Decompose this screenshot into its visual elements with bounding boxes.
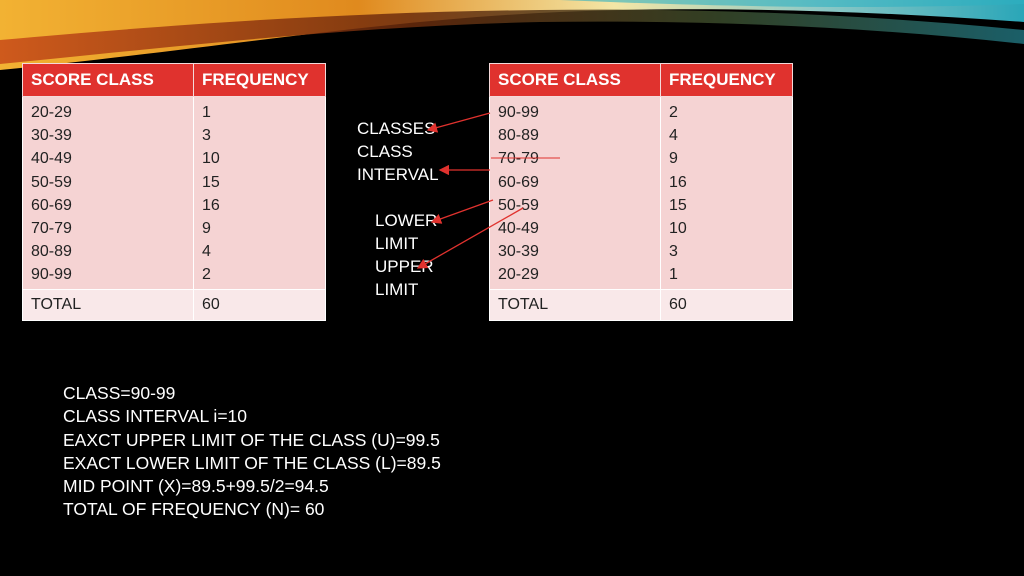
label-classes: CLASSES: [357, 119, 436, 138]
label-lower: LOWER: [375, 211, 438, 230]
class-cell: 30-39: [498, 243, 539, 261]
class-cell: 20-29: [31, 104, 72, 121]
class-cell: 70-79: [31, 219, 72, 237]
frequency-column: 2 4 9 16 15 10 3 1: [660, 96, 793, 290]
note-line: EAXCT UPPER LIMIT OF THE CLASS (U)=99.5: [63, 429, 440, 450]
table-header-row: SCORE CLASS FREQUENCY: [22, 63, 326, 97]
table-row: 90-99 80-89 70-79 60-69 50-59 40-49 30-3…: [489, 96, 793, 290]
total-row: TOTAL 60: [489, 289, 793, 321]
class-cell: 20-29: [498, 266, 539, 284]
class-cell: 80-89: [498, 127, 539, 145]
label-class: CLASS: [357, 142, 413, 161]
frequency-cell: 16: [202, 196, 220, 214]
class-cell: 40-49: [31, 150, 72, 168]
label-upper-limit: LIMIT: [375, 280, 419, 299]
class-cell: 60-69: [498, 173, 539, 191]
frequency-cell: 10: [202, 150, 220, 168]
frequency-cell: 2: [669, 104, 678, 121]
note-line: CLASS INTERVAL i=10: [63, 406, 247, 427]
label-limits-group: LOWER LIMIT UPPER LIMIT: [375, 209, 437, 301]
total-row: TOTAL 60: [22, 289, 326, 321]
frequency-cell: 16: [669, 173, 687, 191]
frequency-cell: 4: [669, 127, 678, 145]
class-cell: 90-99: [498, 104, 539, 121]
class-cell: 80-89: [31, 243, 72, 261]
table-header-row: SCORE CLASS FREQUENCY: [489, 63, 793, 97]
label-lower-limit: LIMIT: [375, 234, 419, 253]
decorative-banner: [0, 0, 1024, 70]
frequency-cell: 1: [202, 104, 211, 121]
frequency-cell: 3: [669, 243, 678, 261]
header-frequency: FREQUENCY: [660, 63, 793, 97]
header-score-class: SCORE CLASS: [22, 63, 194, 97]
class-cell: 90-99: [31, 266, 72, 284]
frequency-column: 1 3 10 15 16 9 4 2: [193, 96, 326, 290]
frequency-cell: 15: [202, 173, 220, 191]
note-line: CLASS=90-99: [63, 383, 176, 403]
frequency-cell: 15: [669, 196, 687, 214]
total-label: TOTAL: [22, 289, 194, 321]
label-upper: UPPER: [375, 257, 434, 276]
note-line: MID POINT (X)=89.5+99.5/2=94.5: [63, 476, 329, 497]
note-line: TOTAL OF FREQUENCY (N)= 60: [63, 499, 325, 520]
class-column: 20-29 30-39 40-49 50-59 60-69 70-79 80-8…: [22, 96, 194, 290]
frequency-cell: 9: [202, 219, 211, 237]
note-line: EXACT LOWER LIMIT OF THE CLASS (L)=89.5: [63, 452, 441, 473]
total-label: TOTAL: [489, 289, 661, 321]
class-cell: 30-39: [31, 127, 72, 145]
label-interval: INTERVAL: [357, 165, 439, 184]
frequency-cell: 10: [669, 219, 687, 237]
score-table-descending: SCORE CLASS FREQUENCY 90-99 80-89 70-79 …: [489, 63, 793, 321]
class-cell: 50-59: [498, 196, 539, 214]
score-table-ascending: SCORE CLASS FREQUENCY 20-29 30-39 40-49 …: [22, 63, 326, 321]
frequency-cell: 3: [202, 127, 211, 145]
table-row: 20-29 30-39 40-49 50-59 60-69 70-79 80-8…: [22, 96, 326, 290]
label-classes-group: CLASSES CLASS INTERVAL: [357, 117, 439, 186]
frequency-cell: 2: [202, 266, 211, 284]
header-frequency: FREQUENCY: [193, 63, 326, 97]
frequency-cell: 1: [669, 266, 678, 284]
header-score-class: SCORE CLASS: [489, 63, 661, 97]
frequency-cell: 9: [669, 150, 678, 168]
class-column: 90-99 80-89 70-79 60-69 50-59 40-49 30-3…: [489, 96, 661, 290]
calculation-notes: CLASS=90-99 CLASS INTERVAL i=10 EAXCT UP…: [63, 382, 441, 522]
class-cell: 40-49: [498, 219, 539, 237]
arrow-lower-limit: [430, 199, 494, 224]
class-cell: 50-59: [31, 173, 72, 191]
class-cell: 70-79: [498, 150, 539, 168]
class-cell: 60-69: [31, 196, 72, 214]
total-value: 60: [660, 289, 793, 321]
total-value: 60: [193, 289, 326, 321]
frequency-cell: 4: [202, 243, 211, 261]
